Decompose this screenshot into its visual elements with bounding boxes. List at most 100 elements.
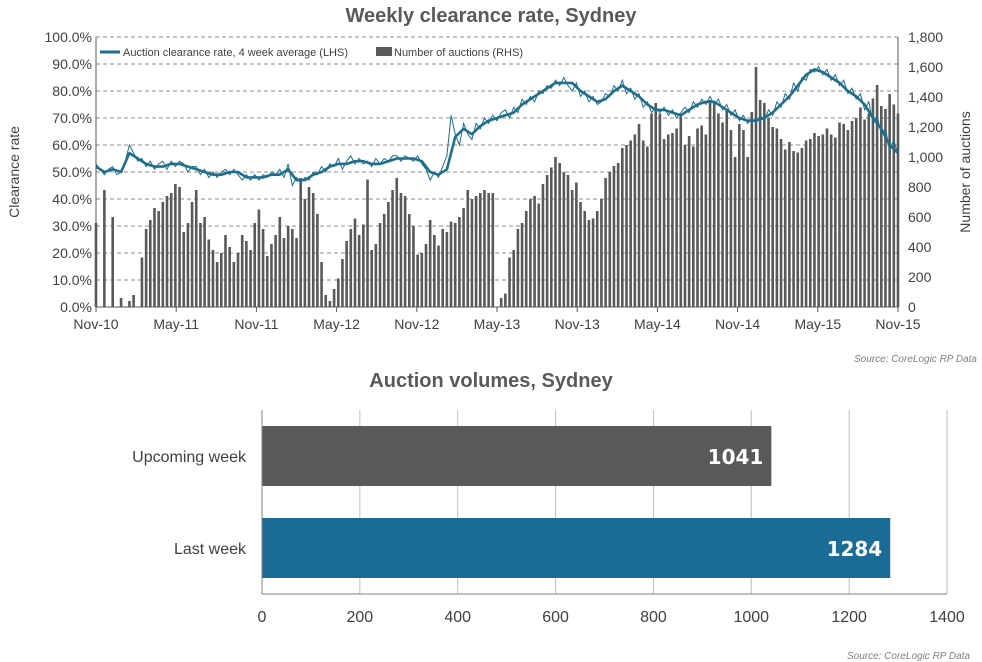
auction-bar bbox=[646, 146, 649, 307]
auction-bar bbox=[332, 289, 336, 307]
auction-bar bbox=[829, 134, 833, 307]
right-tick-label: 600 bbox=[908, 209, 932, 225]
auction-bar bbox=[357, 235, 361, 307]
legend-auctions: Number of auctions (RHS) bbox=[394, 47, 523, 59]
clearance-rate-lines bbox=[95, 65, 899, 188]
auction-bar bbox=[474, 196, 478, 307]
chart1-axes: 0.0% 10.0% 20.0% 30.0% 40.0% 50.0% 60.0% 70.0% 8… bbox=[45, 29, 944, 332]
auction-bar bbox=[512, 250, 516, 307]
auction-bar bbox=[165, 196, 169, 307]
auction-bar bbox=[220, 253, 223, 307]
auction-bar bbox=[194, 190, 198, 307]
chart1-right-axis-label: Number of auctions bbox=[957, 111, 973, 232]
volume-bar bbox=[262, 426, 772, 486]
auction-bar bbox=[299, 178, 302, 307]
auction-bar bbox=[575, 182, 578, 307]
left-tick-label: 0.0% bbox=[60, 299, 92, 315]
auction-bar bbox=[286, 226, 290, 307]
volume-bar bbox=[262, 518, 891, 578]
auction-bar bbox=[687, 136, 691, 307]
auction-bar bbox=[303, 199, 307, 307]
auction-bar bbox=[554, 157, 557, 307]
left-tick-label: 50.0% bbox=[52, 164, 92, 180]
auction-bar bbox=[533, 196, 536, 307]
chart2-axes: 0 200 400 600 800 1000 1200 1400 Upcoming week La… bbox=[132, 410, 965, 626]
auction-bar bbox=[412, 226, 415, 307]
auction-bar bbox=[366, 179, 369, 307]
auction-bar bbox=[345, 241, 348, 307]
auction-bar bbox=[336, 278, 340, 307]
right-tick-label: 200 bbox=[908, 269, 932, 285]
chart1-left-axis-label: Clearance rate bbox=[6, 126, 22, 218]
x-tick-label: 0 bbox=[258, 609, 267, 626]
chart2-source: Source: CoreLogic RP Data bbox=[847, 651, 970, 662]
auction-bar bbox=[671, 133, 674, 307]
auction-bar bbox=[207, 239, 211, 307]
volume-bar-value: 1284 bbox=[827, 537, 883, 561]
legend-clearance-rate: Auction clearance rate, 4 week average (… bbox=[123, 47, 348, 59]
x-tick-label: 600 bbox=[542, 609, 569, 626]
auction-bar bbox=[808, 139, 812, 307]
auction-bar bbox=[796, 152, 800, 307]
auction-volume-bars: 1041 1284 bbox=[262, 426, 891, 578]
right-tick-label: 400 bbox=[908, 239, 932, 255]
chart1-legend: Auction clearance rate, 4 week average (… bbox=[100, 47, 523, 59]
auction-bar bbox=[399, 193, 403, 307]
auction-bar bbox=[395, 178, 399, 307]
auction-bar bbox=[754, 67, 758, 307]
auction-bar bbox=[470, 199, 474, 307]
left-tick-label: 100.0% bbox=[45, 29, 92, 45]
auction-bar bbox=[662, 139, 666, 307]
auction-bar bbox=[800, 148, 804, 307]
x-tick-label: 200 bbox=[347, 609, 374, 626]
auction-bar bbox=[879, 106, 883, 307]
auction-bar bbox=[128, 301, 131, 307]
auction-bar bbox=[700, 125, 703, 307]
chart2-title: Auction volumes, Sydney bbox=[369, 370, 613, 392]
right-tick-label: 800 bbox=[908, 179, 932, 195]
auction-bar bbox=[140, 257, 144, 307]
auction-count-bars bbox=[94, 67, 900, 307]
auction-bar bbox=[270, 244, 273, 307]
auction-bar bbox=[316, 214, 319, 307]
x-tick-label: 400 bbox=[444, 609, 471, 626]
auction-bar bbox=[211, 250, 215, 307]
auction-bar bbox=[708, 100, 712, 307]
auction-bar bbox=[871, 98, 875, 307]
auction-bar bbox=[779, 139, 783, 307]
weekly-clearance-line bbox=[95, 65, 899, 188]
auction-bar bbox=[775, 128, 779, 307]
left-tick-label: 30.0% bbox=[52, 218, 92, 234]
auction-bar bbox=[570, 190, 574, 307]
four-week-average-line bbox=[95, 68, 899, 182]
auction-bar bbox=[771, 127, 774, 307]
auction-bar bbox=[483, 190, 486, 307]
auction-bar bbox=[750, 112, 754, 307]
auction-bar bbox=[420, 253, 424, 307]
auction-bar bbox=[721, 122, 724, 307]
auction-bar bbox=[119, 298, 123, 307]
auction-bar bbox=[295, 238, 298, 307]
category-label: Last week bbox=[174, 541, 247, 558]
auction-bar bbox=[362, 224, 365, 307]
auction-bar bbox=[508, 257, 511, 307]
auction-bar bbox=[382, 214, 386, 307]
auction-bar bbox=[838, 122, 841, 307]
auction-bar bbox=[374, 244, 378, 307]
auction-bar bbox=[278, 217, 282, 307]
auction-bar bbox=[846, 130, 850, 307]
auction-bar bbox=[132, 295, 135, 307]
auction-bar bbox=[604, 178, 607, 307]
x-tick-label: Nov-12 bbox=[394, 316, 439, 332]
auction-bar bbox=[174, 184, 177, 307]
auction-bar bbox=[199, 223, 202, 307]
auction-bar bbox=[558, 163, 561, 307]
auction-bar bbox=[725, 110, 729, 307]
auction-bar bbox=[478, 193, 482, 307]
right-tick-label: 0 bbox=[908, 299, 916, 315]
auction-bar bbox=[658, 113, 662, 307]
right-tick-label: 1,400 bbox=[908, 89, 943, 105]
auction-volumes-chart: Auction volumes, Sydney 1041 1284 0 200 400… bbox=[132, 370, 970, 662]
auction-bar bbox=[763, 103, 766, 307]
